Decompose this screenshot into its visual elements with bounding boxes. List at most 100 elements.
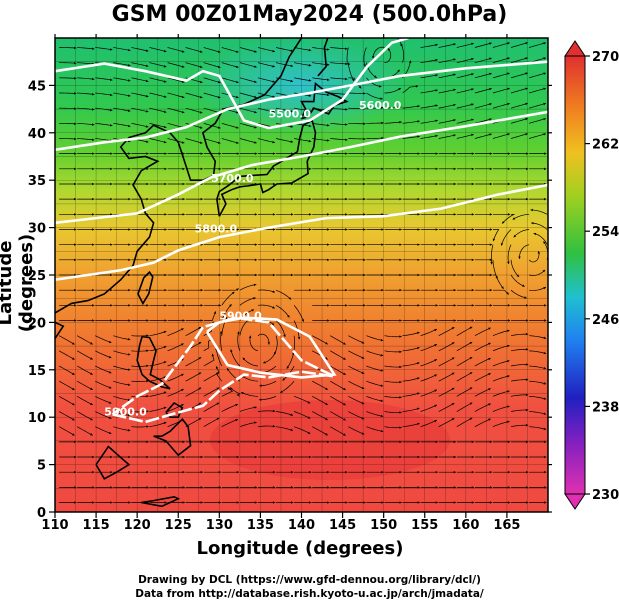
- streamline-arrowhead: [471, 258, 475, 262]
- streamline: [456, 326, 473, 336]
- streamline: [474, 57, 492, 63]
- coastline: [55, 38, 303, 314]
- streamline-arrowhead: [145, 49, 149, 52]
- streamline: [293, 426, 311, 434]
- streamline-arrowhead: [525, 133, 528, 136]
- streamline-arrowhead: [128, 152, 131, 155]
- streamline-arrowhead: [453, 103, 456, 107]
- streamline: [149, 421, 167, 428]
- streamline: [185, 47, 203, 53]
- streamline-arrowhead: [290, 140, 293, 143]
- streamline-arrowhead: [181, 389, 184, 392]
- streamline-arrowhead: [164, 182, 167, 186]
- colorbar-bottom-arrow: [564, 493, 586, 510]
- streamline-arrowhead: [110, 152, 113, 155]
- streamline-arrowhead: [163, 391, 167, 394]
- streamline-arrowhead: [242, 357, 246, 361]
- streamline-arrowhead: [507, 87, 510, 91]
- streamline-arrowhead: [345, 501, 348, 504]
- streamline: [294, 138, 312, 142]
- streamline-arrowhead: [146, 470, 149, 474]
- streamline: [420, 404, 438, 412]
- streamline-arrowhead: [327, 152, 330, 155]
- streamline-arrowhead: [198, 387, 202, 390]
- streamline-arrowhead: [343, 433, 346, 436]
- streamline-arrowhead: [453, 73, 456, 76]
- streamline: [203, 77, 221, 83]
- x-tick-label: 150: [370, 518, 397, 533]
- streamline: [492, 259, 498, 280]
- streamline-arrowhead: [74, 258, 77, 262]
- streamline-arrowhead: [236, 213, 240, 216]
- streamline: [58, 426, 75, 436]
- streamline: [312, 411, 328, 421]
- streamline: [474, 403, 491, 412]
- streamline-arrowhead: [399, 380, 402, 384]
- streamline: [221, 77, 239, 83]
- streamline-arrowhead: [387, 48, 391, 51]
- streamline-arrowhead: [236, 470, 240, 474]
- streamline-arrowhead: [391, 33, 394, 35]
- streamline-arrowhead: [290, 428, 293, 432]
- streamline-arrowhead: [272, 182, 276, 186]
- streamline-arrowhead: [507, 133, 510, 136]
- streamline-arrowhead: [327, 470, 330, 474]
- streamline-arrowhead: [381, 319, 384, 322]
- streamline: [239, 138, 257, 144]
- streamline-arrowhead: [92, 228, 95, 231]
- streamline: [384, 121, 402, 124]
- coastline: [137, 270, 154, 306]
- streamline-arrowhead: [543, 351, 547, 355]
- height-contour: [205, 316, 337, 379]
- streamline-arrowhead: [309, 197, 312, 201]
- streamline: [510, 348, 529, 352]
- streamline-arrowhead: [181, 404, 184, 407]
- streamline-arrowhead: [254, 80, 257, 83]
- streamline-arrowhead: [543, 367, 547, 370]
- streamline-arrowhead: [146, 182, 149, 186]
- streamline-arrowhead: [200, 304, 203, 307]
- streamline-arrowhead: [533, 232, 537, 236]
- streamline: [58, 380, 75, 391]
- streamline: [95, 92, 113, 96]
- streamline-arrowhead: [92, 258, 95, 262]
- streamline: [529, 380, 547, 385]
- streamline-arrowhead: [72, 342, 75, 345]
- y-tick-label: 40: [28, 127, 46, 142]
- streamline-arrowhead: [399, 304, 402, 307]
- streamline-arrowhead: [254, 440, 258, 444]
- streamline: [77, 77, 95, 80]
- streamline-arrowhead: [489, 501, 493, 504]
- streamline-arrowhead: [109, 124, 113, 127]
- streamline-arrowhead: [525, 455, 529, 459]
- streamline: [330, 77, 348, 80]
- streamline-arrowhead: [453, 486, 456, 489]
- streamline: [474, 72, 492, 79]
- streamline-arrowhead: [471, 73, 474, 76]
- streamline-arrowhead: [345, 47, 348, 50]
- streamline: [510, 118, 528, 124]
- streamline-arrowhead: [216, 387, 220, 390]
- streamline: [547, 107, 548, 109]
- streamline: [113, 350, 131, 356]
- streamline-arrowhead: [182, 470, 185, 474]
- streamline-arrowhead: [72, 357, 75, 360]
- streamline-arrowhead: [215, 366, 219, 369]
- streamline-arrowhead: [163, 421, 167, 425]
- streamline-arrowhead: [507, 72, 510, 75]
- streamline: [131, 350, 149, 352]
- streamline-arrowhead: [327, 182, 330, 186]
- streamline: [492, 420, 510, 428]
- streamline-arrowhead: [489, 72, 492, 76]
- streamline-arrowhead: [345, 123, 348, 126]
- streamline-arrowhead: [308, 64, 312, 67]
- streamline: [547, 92, 548, 94]
- streamline-arrowhead: [146, 288, 149, 292]
- streamline: [167, 328, 184, 336]
- streamline-arrowhead: [435, 470, 438, 474]
- streamline: [221, 387, 234, 397]
- streamline-arrowhead: [507, 319, 511, 322]
- streamline-arrowhead: [128, 228, 131, 231]
- streamline-arrowhead: [453, 288, 456, 292]
- streamline-arrowhead: [435, 58, 438, 62]
